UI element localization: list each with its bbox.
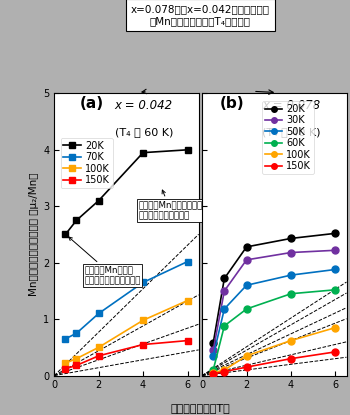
- Text: x=0.078よりx=0.042の方が格子間
のMn元素が少なく、T₄も高い。: x=0.078よりx=0.042の方が格子間 のMn元素が少なく、T₄も高い。: [131, 4, 270, 26]
- Text: (T₄ ～ 40 K): (T₄ ～ 40 K): [262, 127, 321, 137]
- Legend: 20K, 30K, 50K, 60K, 100K, 150K: 20K, 30K, 50K, 60K, 100K, 150K: [262, 101, 314, 174]
- Text: x = 0.042: x = 0.042: [115, 99, 173, 112]
- Legend: 20K, 70K, 100K, 150K: 20K, 70K, 100K, 150K: [61, 138, 113, 188]
- Text: (a): (a): [80, 96, 104, 111]
- Text: 格子間のMn元素が少ない
方が磁化が伸びやすい: 格子間のMn元素が少ない 方が磁化が伸びやすい: [139, 190, 203, 220]
- Y-axis label: Mnイオンの磁化の大きさ （μ₂/Mn）: Mnイオンの磁化の大きさ （μ₂/Mn）: [29, 173, 39, 296]
- Text: x = 0.078: x = 0.078: [262, 99, 321, 112]
- Text: 磁場の大きさ（T）: 磁場の大きさ（T）: [170, 403, 230, 413]
- Text: 格子間のMn元素が
少ない方が磁化が大きい: 格子間のMn元素が 少ない方が磁化が大きい: [69, 237, 141, 285]
- Text: (b): (b): [219, 96, 244, 111]
- Text: (T₄ ～ 60 K): (T₄ ～ 60 K): [114, 127, 173, 137]
